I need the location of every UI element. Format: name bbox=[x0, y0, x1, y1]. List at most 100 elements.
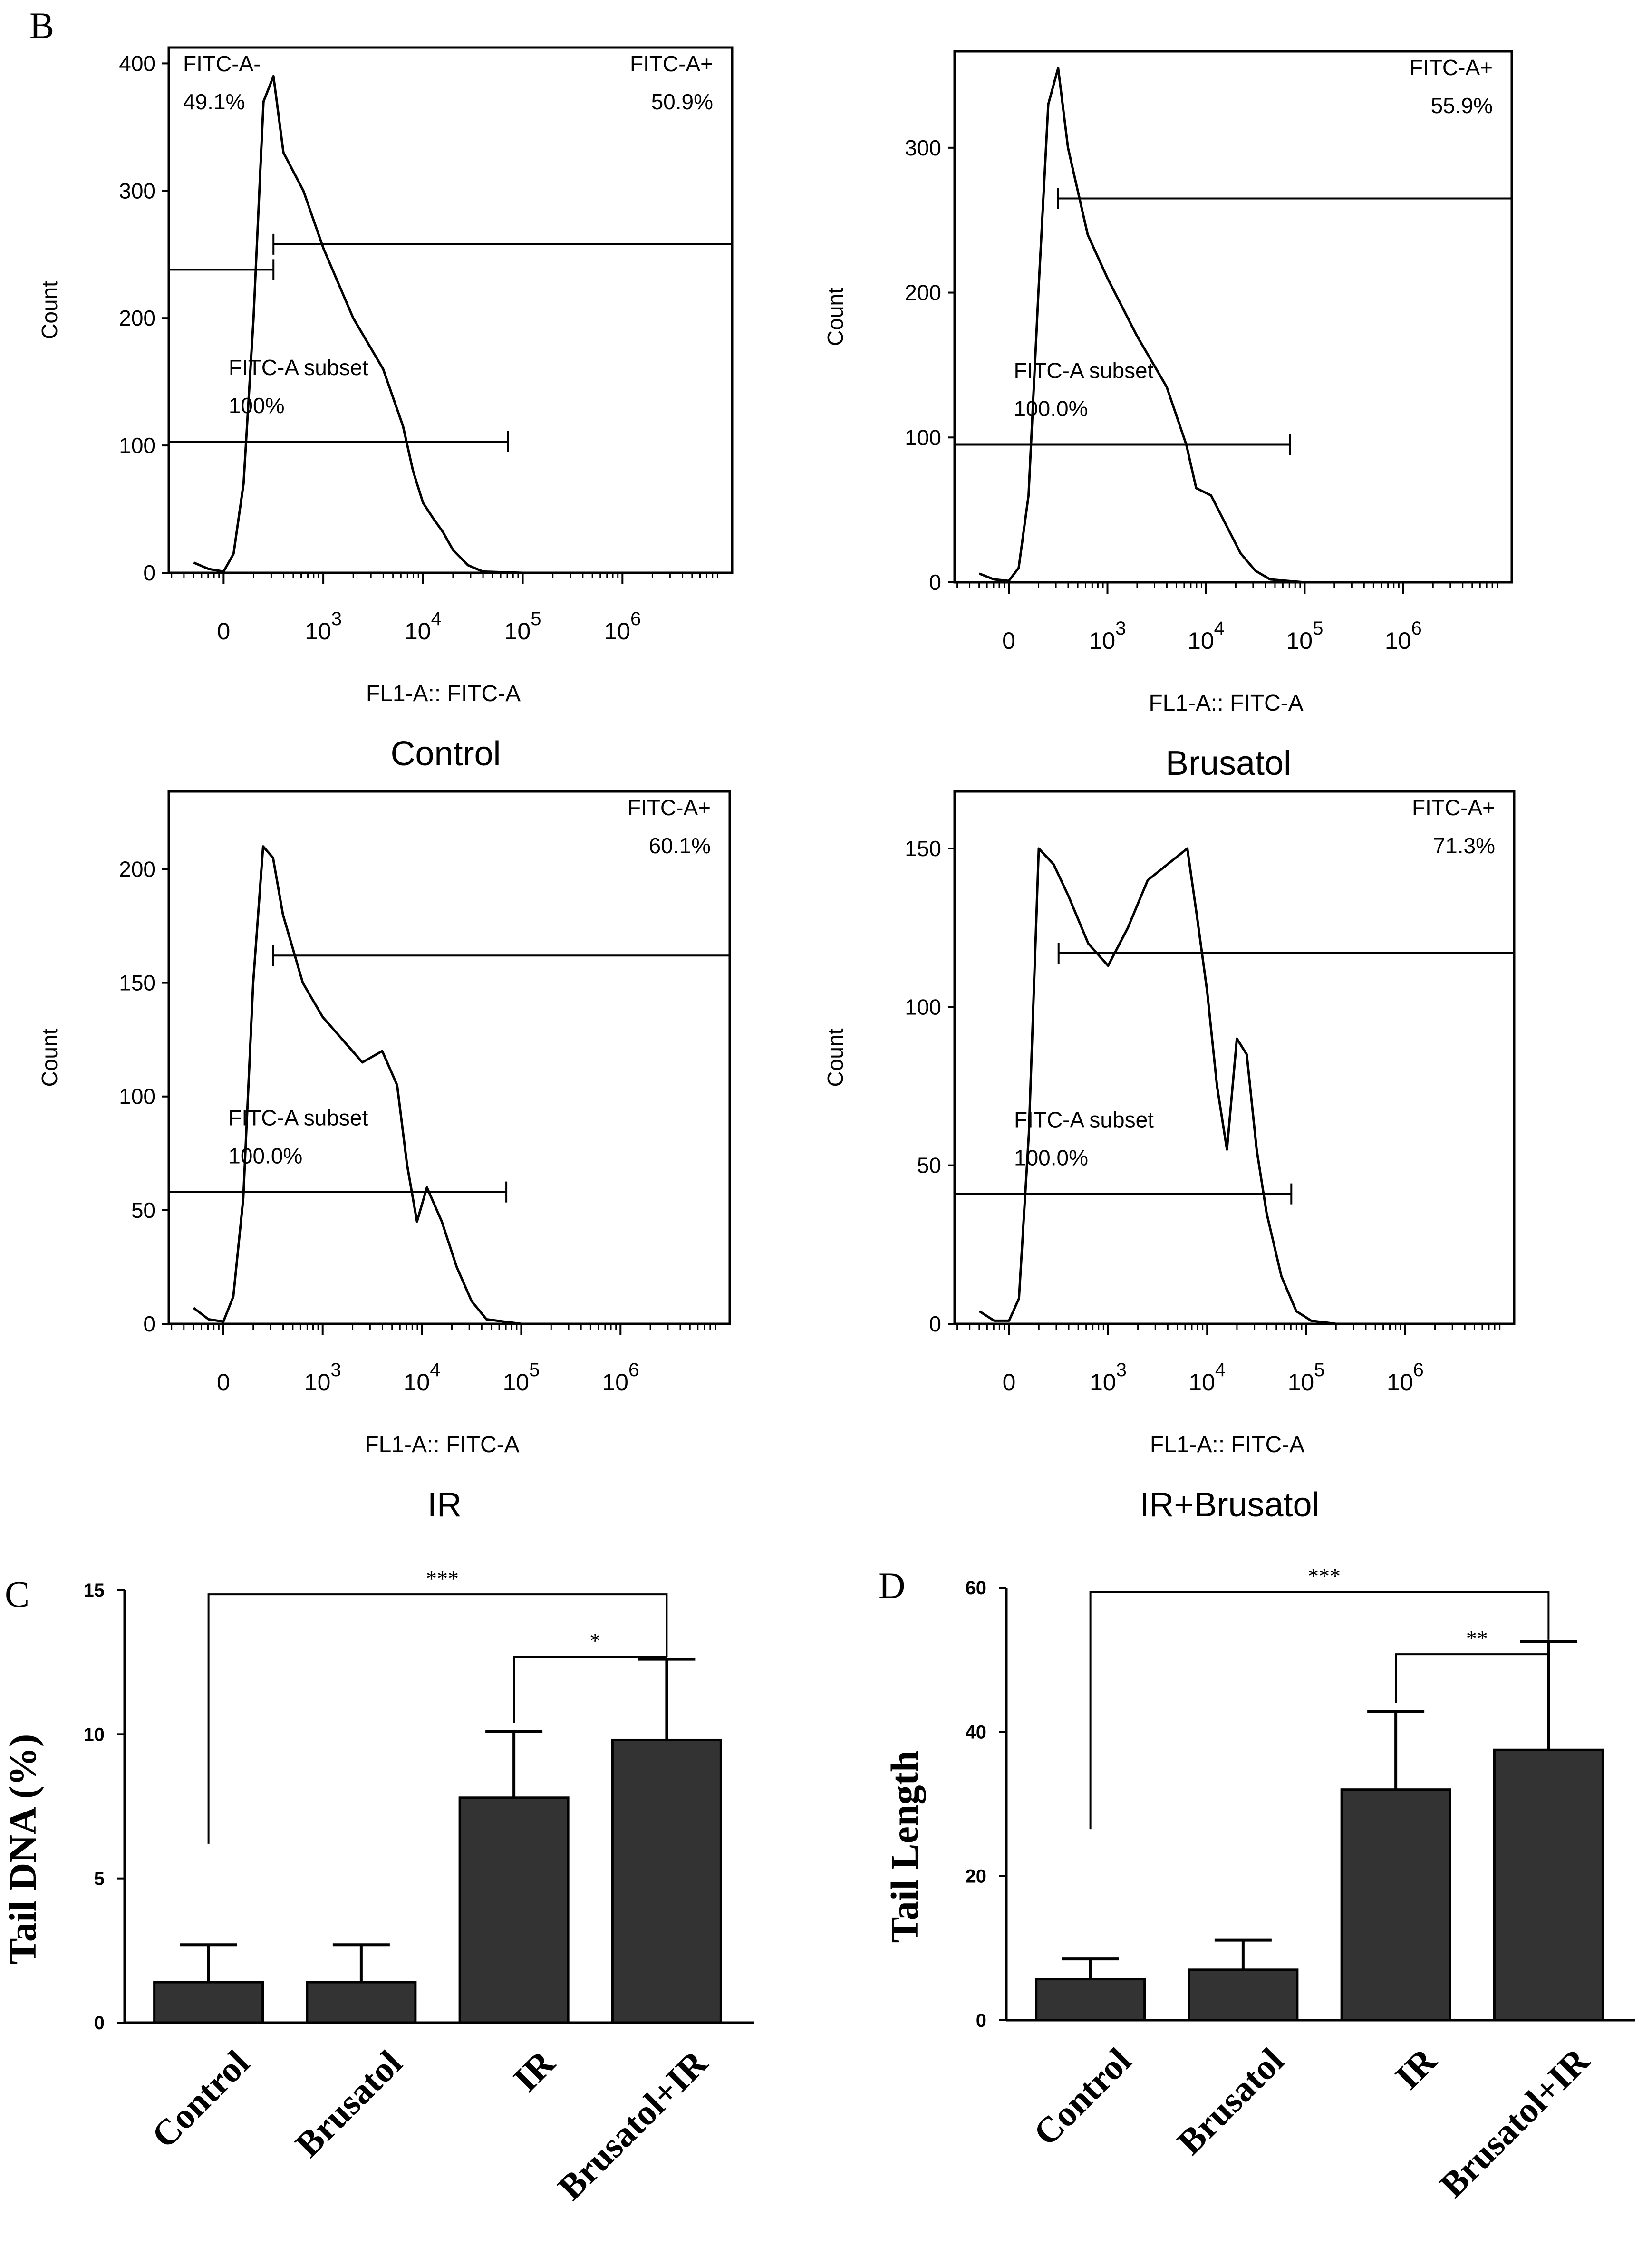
x-tick-label: 103 bbox=[1090, 1359, 1127, 1396]
gate-name: FITC-A+ bbox=[628, 795, 711, 820]
x-tick-label: 106 bbox=[602, 1359, 639, 1396]
y-axis-label: Count bbox=[37, 1028, 62, 1087]
gate-percent: 100% bbox=[229, 393, 285, 418]
x-tick-label: 104 bbox=[1188, 618, 1225, 654]
y-axis-label: Count bbox=[823, 1028, 848, 1087]
gate-name: FITC-A subset bbox=[229, 355, 368, 380]
y-tick-label: 20 bbox=[966, 1866, 987, 1887]
bar bbox=[1340, 1788, 1451, 2022]
category-label: IR bbox=[506, 2043, 563, 2100]
category-label: Brusatol bbox=[1169, 2041, 1291, 2162]
gate-percent: 50.9% bbox=[651, 89, 713, 114]
y-tick-label: 400 bbox=[119, 51, 155, 76]
significance-label: *** bbox=[1308, 1564, 1341, 1588]
plot-frame bbox=[953, 790, 1516, 1325]
panel-label-d: D bbox=[879, 1565, 905, 1606]
gate-name: FITC-A- bbox=[183, 51, 261, 76]
histogram-curve bbox=[978, 847, 1505, 1325]
bar-chart-C: 0 5 10 15 Tail DNA (%) Control Brusatol IRBrusa… bbox=[1, 1566, 754, 2207]
gate-name: FITC-A subset bbox=[1014, 358, 1153, 383]
significance-label: ** bbox=[1466, 1626, 1488, 1650]
y-tick-label: 300 bbox=[119, 178, 155, 203]
x-tick-label: 0 bbox=[1002, 627, 1015, 654]
x-tick-label: 105 bbox=[504, 608, 541, 645]
x-tick-label: 0 bbox=[217, 1369, 230, 1396]
x-tick-label: 104 bbox=[405, 608, 442, 645]
y-tick-label: 50 bbox=[131, 1198, 155, 1223]
y-tick-label: 200 bbox=[119, 306, 155, 330]
y-axis-label: Tail Length bbox=[883, 1751, 926, 1943]
x-axis-label: FL1-A:: FITC-A bbox=[1150, 1432, 1304, 1457]
y-tick-label: 100 bbox=[905, 425, 941, 450]
y-tick-label: 0 bbox=[929, 1311, 941, 1336]
bar-chart-D: 0 20 40 60 Tail Length Control Brusatol IRBrusa… bbox=[883, 1564, 1635, 2205]
y-tick-label: 100 bbox=[119, 433, 155, 458]
y-tick-label: 150 bbox=[905, 836, 941, 861]
y-tick-label: 100 bbox=[905, 994, 941, 1019]
histogram-curve bbox=[193, 845, 720, 1325]
significance-bracket bbox=[1395, 1639, 1550, 1703]
y-tick-label: 0 bbox=[976, 2010, 986, 2031]
significance-bracket bbox=[513, 1656, 668, 1723]
gate-name: FITC-A subset bbox=[1014, 1108, 1154, 1132]
gate-name: FITC-A+ bbox=[1412, 795, 1495, 820]
significance-label: *** bbox=[426, 1566, 459, 1591]
category-label: IR bbox=[1388, 2040, 1445, 2097]
y-tick-label: 60 bbox=[966, 1578, 987, 1599]
category-label: Brusatol+IR bbox=[551, 2043, 716, 2208]
y-tick-label: 50 bbox=[917, 1153, 941, 1178]
significance-bracket bbox=[207, 1593, 668, 1844]
histogram-title: Control bbox=[390, 735, 501, 773]
x-axis-label: FL1-A:: FITC-A bbox=[365, 1432, 519, 1457]
y-tick-label: 15 bbox=[84, 1580, 105, 1601]
y-tick-label: 200 bbox=[119, 857, 155, 881]
gate-percent: 100.0% bbox=[1014, 1146, 1088, 1170]
histogram-title: IR bbox=[427, 1486, 462, 1524]
y-tick-label: 0 bbox=[929, 570, 941, 595]
y-tick-label: 0 bbox=[94, 2013, 105, 2034]
gate-percent: 100.0% bbox=[228, 1144, 302, 1168]
y-tick-label: 5 bbox=[94, 1869, 105, 1889]
x-tick-label: 106 bbox=[1387, 1359, 1424, 1396]
y-tick-label: 150 bbox=[119, 971, 155, 995]
gate-percent: 60.1% bbox=[649, 833, 711, 858]
x-tick-label: 104 bbox=[404, 1359, 441, 1396]
gate-name: FITC-A+ bbox=[1410, 55, 1493, 80]
y-axis-label: Tail DNA (%) bbox=[1, 1734, 44, 1964]
significance-bracket bbox=[1089, 1591, 1550, 1830]
plot-frame bbox=[167, 46, 734, 574]
x-tick-label: 103 bbox=[1089, 618, 1126, 654]
y-tick-label: 10 bbox=[84, 1724, 105, 1745]
bar bbox=[306, 1981, 417, 2024]
plot-frame bbox=[167, 790, 731, 1325]
x-tick-label: 0 bbox=[217, 618, 230, 645]
histogram-curve bbox=[978, 67, 1502, 584]
gate-percent: 49.1% bbox=[183, 89, 245, 114]
x-axis-label: FL1-A:: FITC-A bbox=[1149, 691, 1303, 716]
x-tick-label: 105 bbox=[1286, 618, 1323, 654]
histogram-title: IR+Brusatol bbox=[1140, 1486, 1319, 1524]
bar bbox=[611, 1738, 722, 2024]
category-label: Control bbox=[1026, 2041, 1139, 2154]
bar bbox=[1493, 1748, 1604, 2022]
x-tick-label: 103 bbox=[305, 608, 342, 645]
gate-name: FITC-A subset bbox=[228, 1106, 368, 1130]
x-tick-label: 103 bbox=[304, 1359, 341, 1396]
x-axis-label: FL1-A:: FITC-A bbox=[366, 681, 521, 706]
y-tick-label: 0 bbox=[143, 560, 155, 585]
panel-label-c: C bbox=[5, 1573, 29, 1615]
plot-frame bbox=[953, 50, 1513, 584]
panel-label-b: B bbox=[29, 5, 54, 46]
gate-percent: 55.9% bbox=[1431, 93, 1493, 118]
significance-label: * bbox=[589, 1629, 600, 1653]
y-tick-label: 40 bbox=[966, 1722, 987, 1743]
gate-percent: 100.0% bbox=[1014, 396, 1088, 421]
bar bbox=[153, 1981, 264, 2024]
gate-name: FITC-A+ bbox=[630, 51, 713, 76]
